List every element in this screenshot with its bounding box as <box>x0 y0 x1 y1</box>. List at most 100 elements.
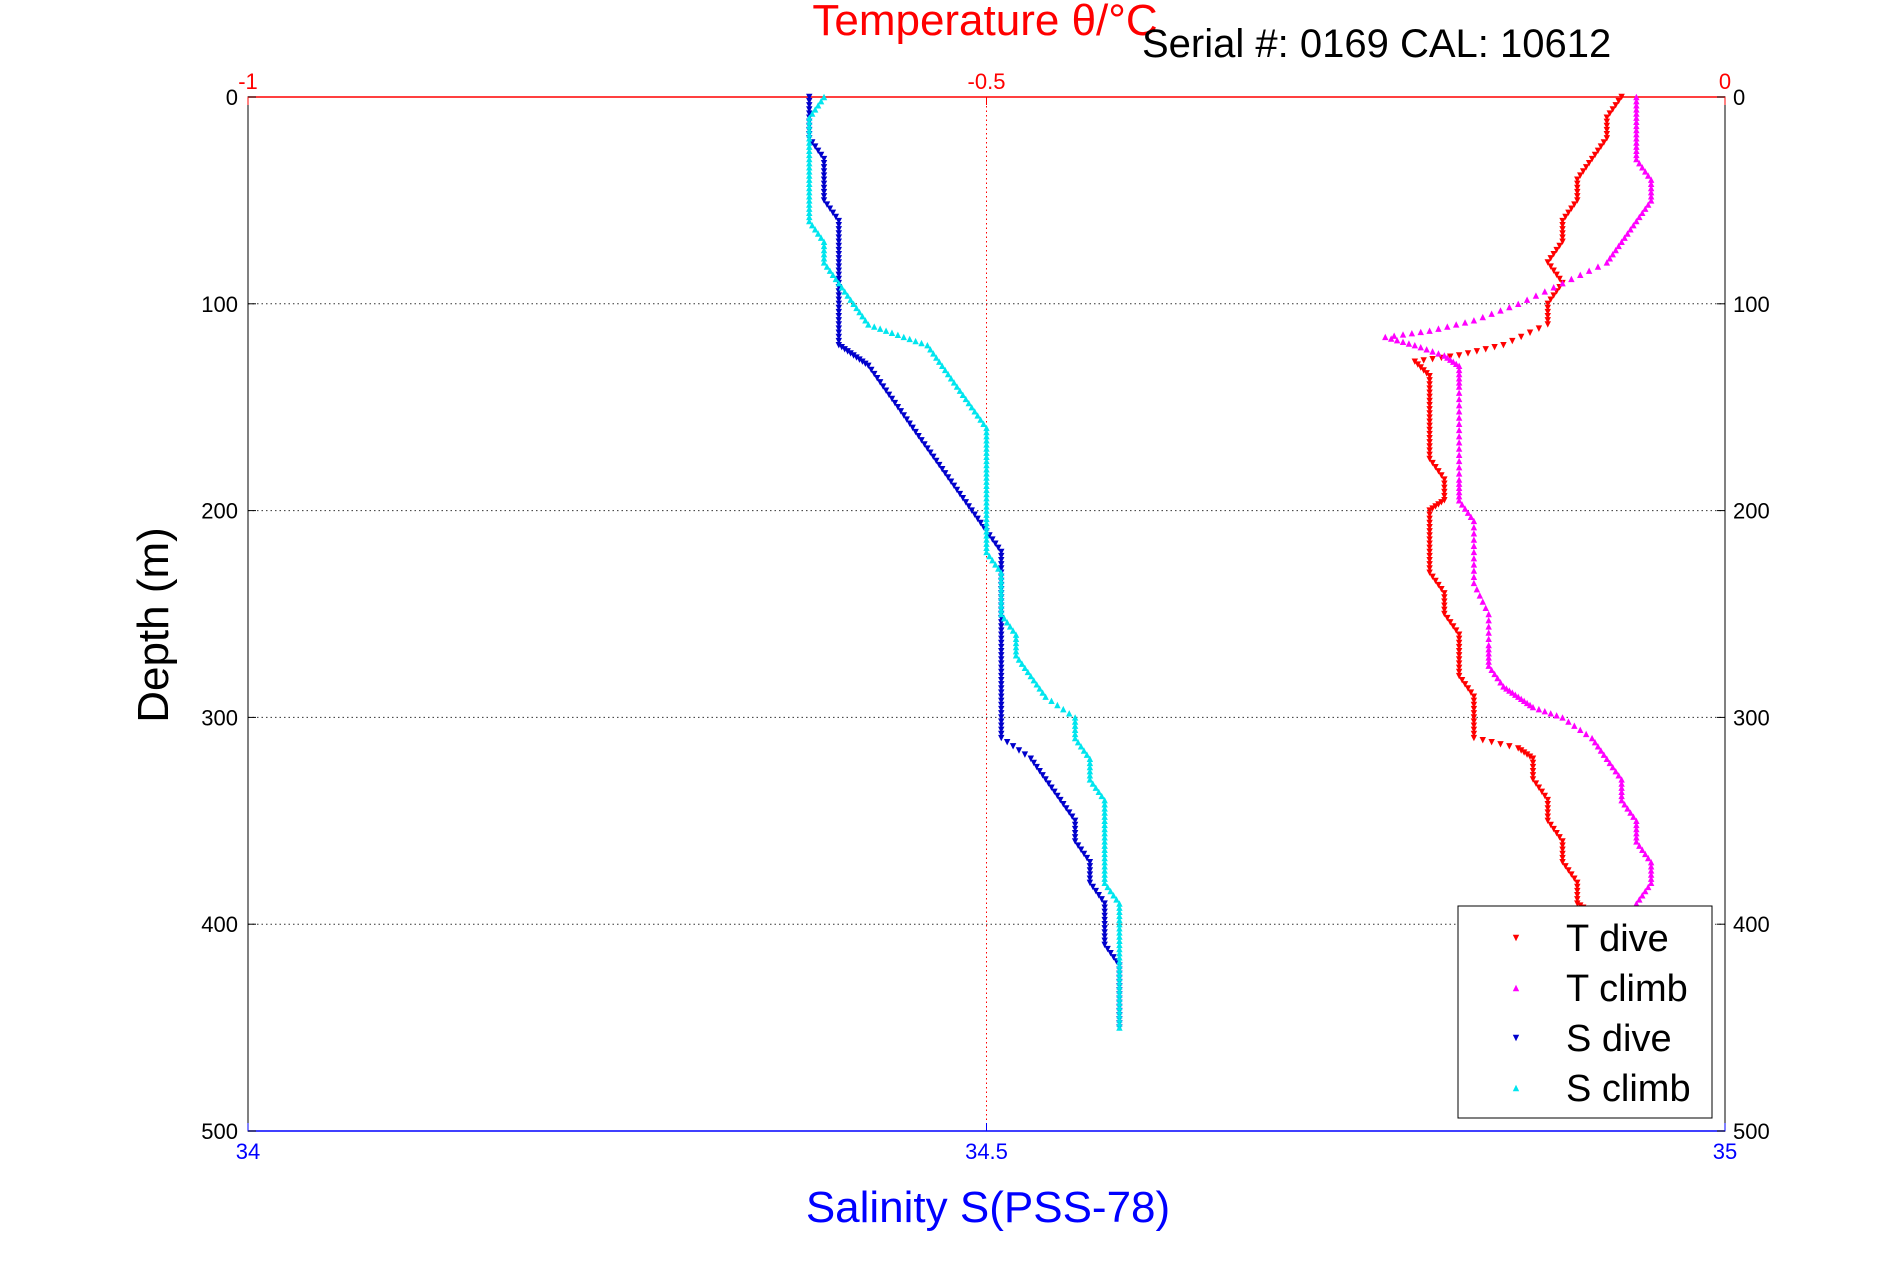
data-point <box>1464 509 1472 516</box>
data-point <box>1526 753 1534 760</box>
data-point <box>1458 501 1466 508</box>
data-point <box>1116 929 1123 936</box>
y-tick-label-left: 300 <box>201 705 238 730</box>
data-point <box>998 548 1005 556</box>
data-point <box>1597 747 1605 754</box>
data-point <box>1485 650 1492 657</box>
data-point <box>1411 341 1419 349</box>
data-point <box>998 734 1005 742</box>
data-point <box>1642 887 1649 895</box>
data-point <box>806 118 813 126</box>
data-point <box>1647 871 1655 878</box>
data-point <box>1086 755 1094 762</box>
data-point <box>998 631 1005 638</box>
data-point <box>820 193 828 200</box>
data-point <box>1101 937 1108 944</box>
data-point <box>998 552 1005 560</box>
data-point <box>1455 648 1463 655</box>
data-point <box>1426 389 1433 396</box>
data-point <box>1426 327 1433 334</box>
data-point <box>820 184 828 192</box>
data-point <box>1030 676 1037 684</box>
data-point <box>1441 497 1448 504</box>
data-point <box>1470 536 1478 543</box>
data-point <box>1101 825 1108 833</box>
data-point <box>1470 523 1478 531</box>
data-point <box>971 408 978 415</box>
data-point <box>1603 131 1611 138</box>
data-point <box>1116 966 1123 973</box>
data-point <box>835 321 842 328</box>
data-point <box>1092 887 1099 895</box>
data-point <box>1470 726 1478 734</box>
data-point <box>1509 337 1516 345</box>
data-point <box>1101 817 1108 824</box>
data-point <box>998 681 1005 688</box>
data-point <box>983 548 990 556</box>
data-point <box>974 412 981 419</box>
data-point <box>835 337 842 345</box>
data-point <box>853 354 860 361</box>
data-point <box>983 449 990 456</box>
data-point <box>980 420 987 427</box>
data-point <box>835 259 842 266</box>
y-tick-label-left: 500 <box>201 1119 238 1144</box>
data-point <box>1639 209 1646 217</box>
x-axis-label: Salinity S(PSS-78) <box>806 1183 1170 1232</box>
data-point <box>1116 912 1123 920</box>
data-point <box>1426 393 1433 401</box>
data-point <box>998 714 1005 721</box>
data-point <box>1580 168 1587 175</box>
data-point <box>835 329 842 336</box>
data-point <box>1101 809 1108 816</box>
data-point <box>1441 476 1448 483</box>
data-point <box>1116 941 1123 949</box>
data-point <box>1426 548 1433 556</box>
data-point <box>806 184 813 192</box>
data-point <box>1485 610 1492 618</box>
data-point <box>983 486 990 494</box>
data-point <box>983 457 990 465</box>
data-point <box>998 710 1005 717</box>
data-point <box>1633 900 1640 907</box>
data-point <box>1021 751 1029 758</box>
data-point <box>1470 561 1478 568</box>
data-point <box>1547 710 1554 717</box>
data-point <box>814 230 822 237</box>
data-point <box>838 344 845 351</box>
data-point <box>1426 401 1433 409</box>
data-point <box>983 470 990 477</box>
data-point <box>909 424 916 432</box>
data-point <box>1417 344 1424 351</box>
data-marks <box>806 93 1655 1031</box>
data-point <box>835 226 842 233</box>
data-point <box>983 507 990 514</box>
data-point <box>1529 703 1537 711</box>
data-point <box>962 499 970 506</box>
data-point <box>1488 666 1495 674</box>
data-point <box>806 135 813 142</box>
data-point <box>806 131 813 138</box>
data-point <box>806 205 813 212</box>
data-point <box>1024 668 1032 676</box>
data-point <box>820 159 828 167</box>
data-point <box>832 275 840 283</box>
data-point <box>806 213 813 221</box>
data-point <box>1429 505 1436 512</box>
legend-box <box>1457 905 1713 1119</box>
data-point <box>1470 697 1478 705</box>
data-point <box>998 602 1005 609</box>
data-point <box>998 672 1005 680</box>
data-point <box>906 420 913 427</box>
data-point <box>1470 542 1478 549</box>
data-point <box>1538 788 1546 796</box>
data-point <box>1101 838 1108 845</box>
data-point <box>835 317 842 324</box>
data-point <box>1577 271 1584 279</box>
data-point <box>1086 776 1094 783</box>
data-point <box>1485 623 1492 630</box>
data-point <box>1104 883 1111 891</box>
data-point <box>1435 501 1442 508</box>
data-point <box>1089 883 1097 891</box>
data-point <box>998 689 1005 696</box>
